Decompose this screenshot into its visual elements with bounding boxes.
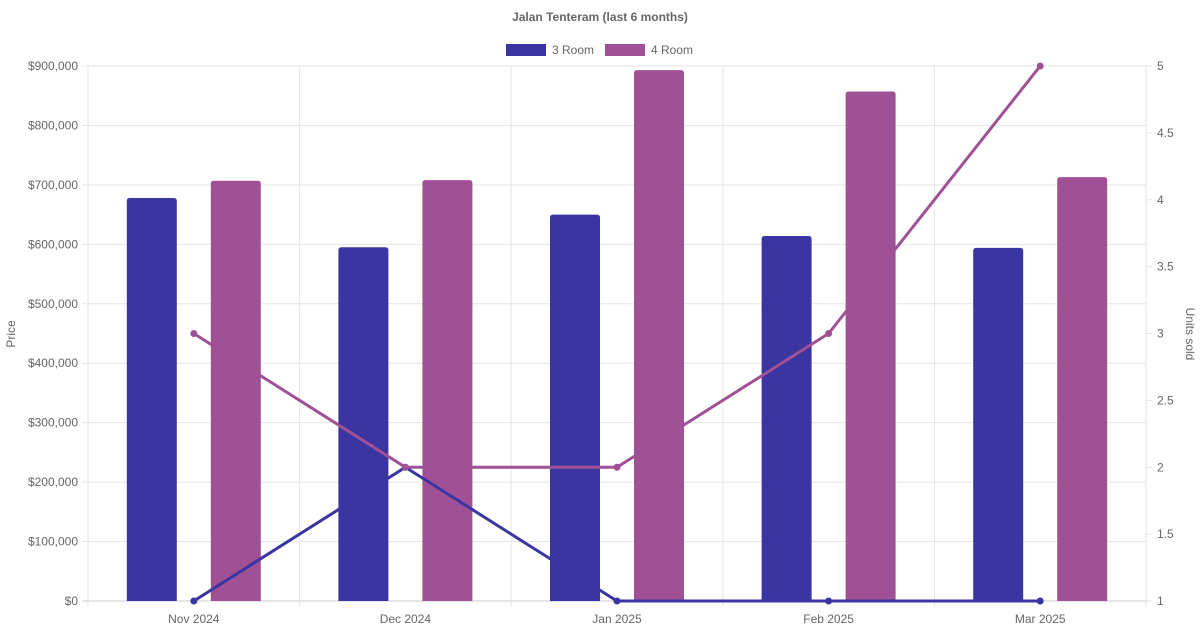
y-tick-label: $700,000	[28, 178, 78, 192]
bar-3-room	[550, 214, 600, 601]
y-tick-label: $800,000	[28, 118, 78, 132]
point-4-room	[1036, 62, 1044, 70]
y-tick-label: $100,000	[28, 535, 78, 549]
y2-tick-label: 4	[1157, 193, 1164, 207]
bar-3-room	[126, 197, 177, 601]
x-tick-label: Mar 2025	[1015, 612, 1066, 626]
point-4-room	[190, 330, 198, 337]
y-tick-label: $200,000	[28, 475, 78, 489]
y-tick-label: $600,000	[28, 237, 78, 251]
legend-label-4-room: 4 Room	[651, 43, 693, 57]
y2-tick-label: 1	[1157, 594, 1164, 608]
legend-swatch-3-room	[506, 44, 546, 56]
bar-4-room	[845, 91, 896, 602]
y-axis-label: Price	[4, 320, 18, 348]
y2-tick-label: 2	[1157, 460, 1164, 474]
y-tick-label: $500,000	[28, 297, 78, 311]
y-tick-label: $300,000	[28, 416, 78, 430]
line-3-room	[192, 465, 1041, 603]
y-tick-label: $400,000	[28, 356, 78, 370]
point-3-room	[190, 597, 198, 605]
legend: 3 Room 4 Room	[506, 43, 693, 57]
bar-4-room	[422, 180, 473, 601]
bar-3-room	[338, 247, 389, 602]
y2-axis-label: Units sold	[1183, 308, 1197, 361]
bar-4-room	[210, 180, 261, 601]
point-3-room	[825, 597, 833, 605]
legend-swatch-4-room	[605, 44, 645, 56]
point-3-room	[1036, 597, 1044, 605]
legend-label-3-room: 3 Room	[552, 43, 594, 57]
y-tick-label: $0	[65, 594, 79, 608]
x-tick-label: Nov 2024	[168, 612, 220, 626]
point-3-room	[613, 597, 621, 605]
point-4-room	[613, 463, 621, 471]
bar-4-room	[1057, 177, 1108, 601]
bar-4-room	[634, 70, 684, 601]
chart-title: Jalan Tenteram (last 6 months)	[512, 10, 688, 24]
y2-tick-label: 3.5	[1157, 260, 1174, 274]
y-tick-label: $900,000	[28, 59, 78, 73]
y2-tick-label: 4.5	[1157, 126, 1174, 140]
point-4-room	[825, 330, 833, 337]
y2-tick-label: 2.5	[1157, 393, 1174, 407]
x-tick-label: Jan 2025	[592, 612, 642, 626]
bar-3-room	[973, 247, 1024, 601]
y2-tick-label: 1.5	[1157, 527, 1174, 541]
y2-tick-label: 5	[1157, 59, 1164, 73]
y2-tick-label: 3	[1157, 327, 1164, 341]
x-tick-label: Dec 2024	[380, 612, 432, 626]
point-4-room	[401, 463, 409, 471]
bar-3-room	[761, 236, 812, 601]
line-4-room	[192, 65, 1042, 469]
x-tick-label: Feb 2025	[803, 612, 854, 626]
